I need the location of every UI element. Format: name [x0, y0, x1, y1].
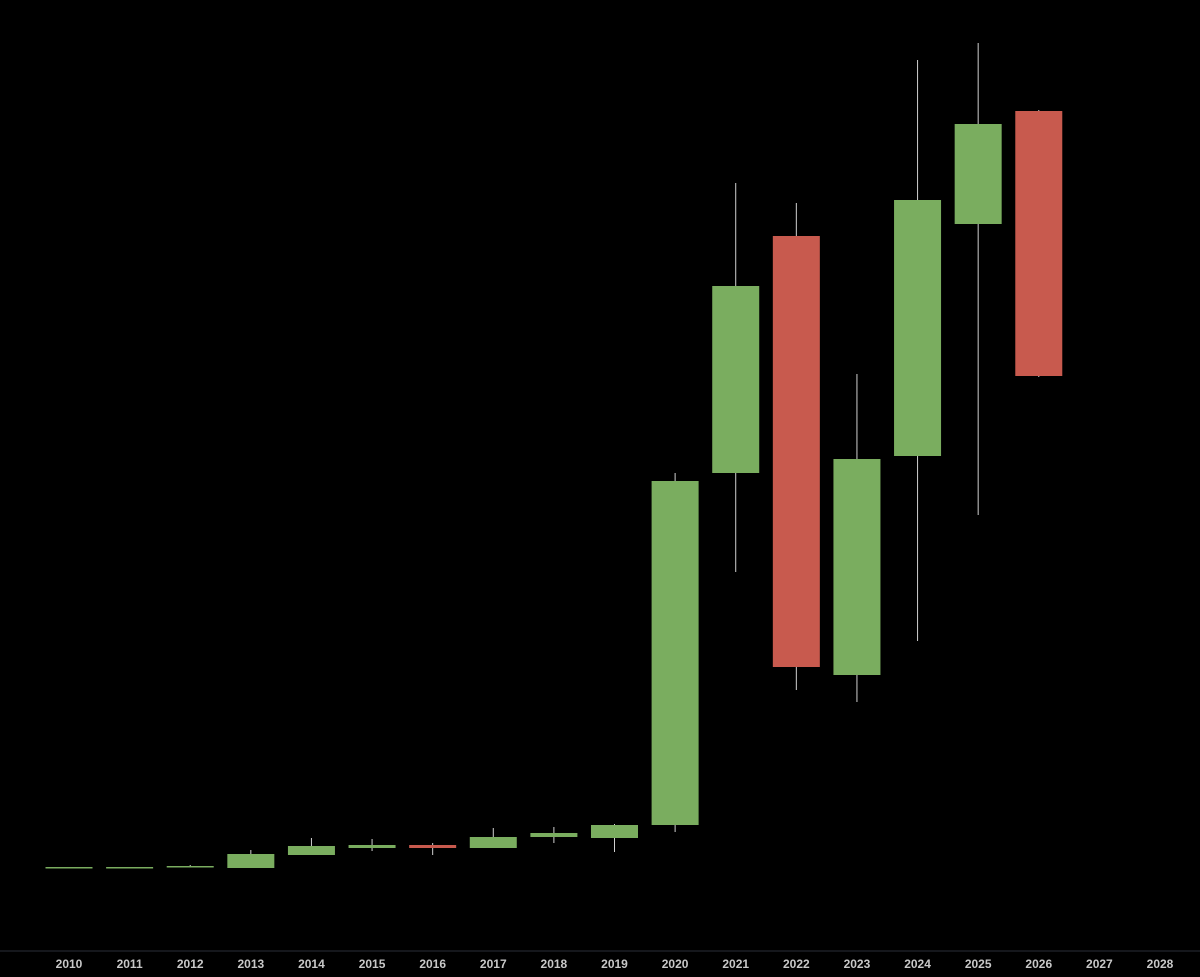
candle-body [530, 833, 578, 837]
candle-body [772, 236, 820, 667]
x-tick-label: 2026 [1025, 957, 1052, 971]
candle-body [651, 481, 699, 825]
x-tick-label: 2019 [601, 957, 628, 971]
x-tick-label: 2024 [904, 957, 931, 971]
x-tick-label: 2013 [237, 957, 264, 971]
x-tick-label: 2022 [783, 957, 810, 971]
x-tick-label: 2015 [359, 957, 386, 971]
candle-body [106, 867, 154, 869]
x-tick-label: 2018 [541, 957, 568, 971]
candle-body [166, 866, 214, 868]
candle-body [409, 845, 457, 848]
x-tick-label: 2010 [56, 957, 83, 971]
candle-body [1015, 111, 1063, 376]
candle-body [833, 459, 881, 675]
candle-body [954, 124, 1002, 224]
candle-body [45, 867, 93, 869]
x-tick-label: 2028 [1147, 957, 1174, 971]
x-tick-label: 2027 [1086, 957, 1113, 971]
x-tick-label: 2016 [419, 957, 446, 971]
candle-body [894, 200, 942, 456]
candle-body [712, 286, 760, 473]
x-tick-label: 2025 [965, 957, 992, 971]
candle-body [348, 845, 396, 848]
x-tick-label: 2012 [177, 957, 204, 971]
x-tick-label: 2014 [298, 957, 325, 971]
x-tick-label: 2023 [844, 957, 871, 971]
x-tick-label: 2017 [480, 957, 507, 971]
x-tick-label: 2020 [662, 957, 689, 971]
candle-body [287, 846, 335, 855]
candle-body [591, 825, 638, 838]
candle-body [227, 854, 275, 868]
x-tick-label: 2021 [722, 957, 749, 971]
candle-body [469, 837, 517, 848]
x-tick-label: 2011 [117, 957, 143, 971]
